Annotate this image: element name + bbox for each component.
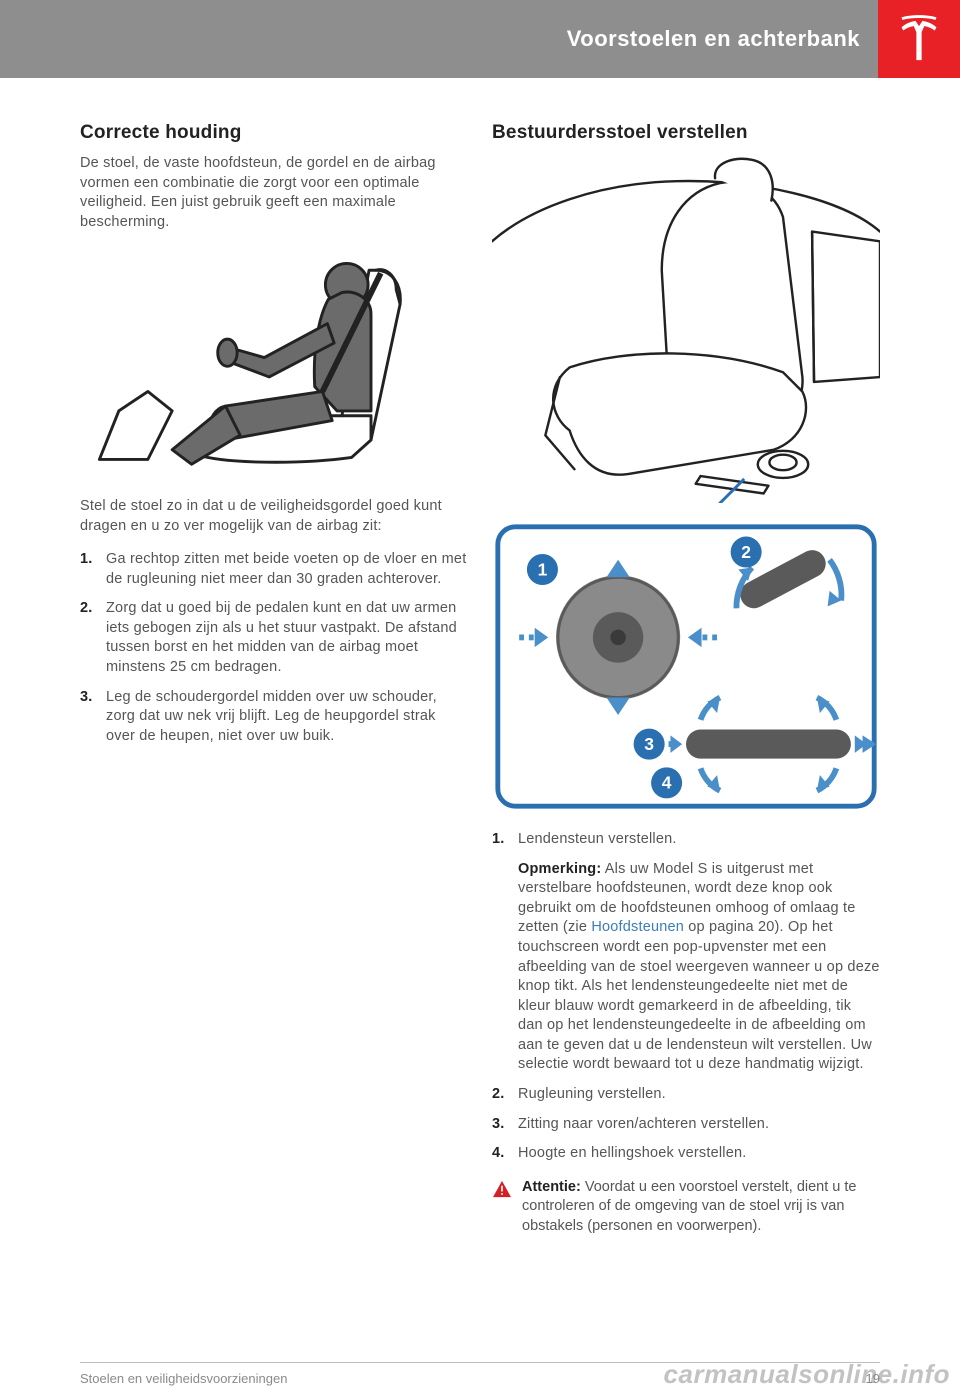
list-item: 4. Hoogte en hellingshoek verstellen.: [492, 1144, 880, 1164]
left-heading: Correcte houding: [80, 122, 468, 144]
watermark: carmanualsonline.info: [664, 1359, 950, 1390]
seat-figure: [492, 154, 880, 503]
list-text: Rugleuning verstellen.: [518, 1085, 880, 1105]
item1-text: Lendensteun verstellen.: [518, 831, 677, 847]
list-text: Lendensteun verstellen. Opmerking: Als u…: [518, 830, 880, 1075]
list-item: 1. Ga rechtop zitten met beide voeten op…: [80, 550, 468, 589]
list-num: 3.: [80, 688, 106, 747]
page-header: Voorstoelen en achterbank: [0, 0, 960, 78]
list-item: 3. Leg de schoudergordel midden over uw …: [80, 688, 468, 747]
list-text: Ga rechtop zitten met beide voeten op de…: [106, 550, 468, 589]
list-item: 3. Zitting naar voren/achteren verstelle…: [492, 1115, 880, 1135]
warning-label: Attentie:: [522, 1179, 581, 1195]
note-block: Opmerking: Als uw Model S is uitgerust m…: [518, 860, 880, 1075]
list-text: Leg de schoudergordel midden over uw sch…: [106, 688, 468, 747]
warning-text: Attentie: Voordat u een voorstoel verste…: [522, 1178, 880, 1237]
seat-controls-figure: 1 2: [492, 521, 880, 812]
hoofdsteunen-link[interactable]: Hoofdsteunen: [591, 919, 684, 935]
warning-icon: [492, 1180, 512, 1198]
page-content: Correcte houding De stoel, de vaste hoof…: [0, 78, 960, 1362]
note-after-link: op pagina 20). Op het touchscreen wordt …: [518, 919, 880, 1072]
left-list: 1. Ga rechtop zitten met beide voeten op…: [80, 550, 468, 746]
left-intro: De stoel, de vaste hoofdsteun, de gordel…: [80, 154, 468, 232]
header-title: Voorstoelen en achterbank: [567, 26, 860, 52]
list-num: 1.: [492, 830, 518, 1075]
list-text: Hoogte en hellingshoek verstellen.: [518, 1144, 880, 1164]
right-list: 1. Lendensteun verstellen. Opmerking: Al…: [492, 830, 880, 1163]
list-num: 1.: [80, 550, 106, 589]
left-after-figure: Stel de stoel zo in dat u de veiligheids…: [80, 497, 468, 536]
tesla-logo-icon: [897, 13, 941, 66]
svg-text:1: 1: [538, 560, 548, 580]
list-item: 2. Rugleuning verstellen.: [492, 1085, 880, 1105]
list-text: Zorg dat u goed bij de pedalen kunt en d…: [106, 599, 468, 677]
posture-figure: [80, 246, 468, 479]
list-num: 4.: [492, 1144, 518, 1164]
header-bar: Voorstoelen en achterbank: [0, 0, 878, 78]
list-text: Zitting naar voren/achteren verstellen.: [518, 1115, 880, 1135]
footer-left: Stoelen en veiligheidsvoorzieningen: [80, 1371, 287, 1386]
tesla-logo-badge: [878, 0, 960, 78]
list-item: 2. Zorg dat u goed bij de pedalen kunt e…: [80, 599, 468, 677]
list-item: 1. Lendensteun verstellen. Opmerking: Al…: [492, 830, 880, 1075]
right-column: Bestuurdersstoel verstellen: [492, 122, 880, 1342]
warning-block: Attentie: Voordat u een voorstoel verste…: [492, 1178, 880, 1237]
list-num: 2.: [80, 599, 106, 677]
left-column: Correcte houding De stoel, de vaste hoof…: [80, 122, 468, 1342]
list-num: 3.: [492, 1115, 518, 1135]
list-num: 2.: [492, 1085, 518, 1105]
svg-text:4: 4: [662, 773, 672, 793]
svg-text:3: 3: [644, 734, 654, 754]
svg-text:2: 2: [741, 542, 751, 562]
right-heading: Bestuurdersstoel verstellen: [492, 122, 880, 144]
note-label: Opmerking:: [518, 861, 601, 877]
